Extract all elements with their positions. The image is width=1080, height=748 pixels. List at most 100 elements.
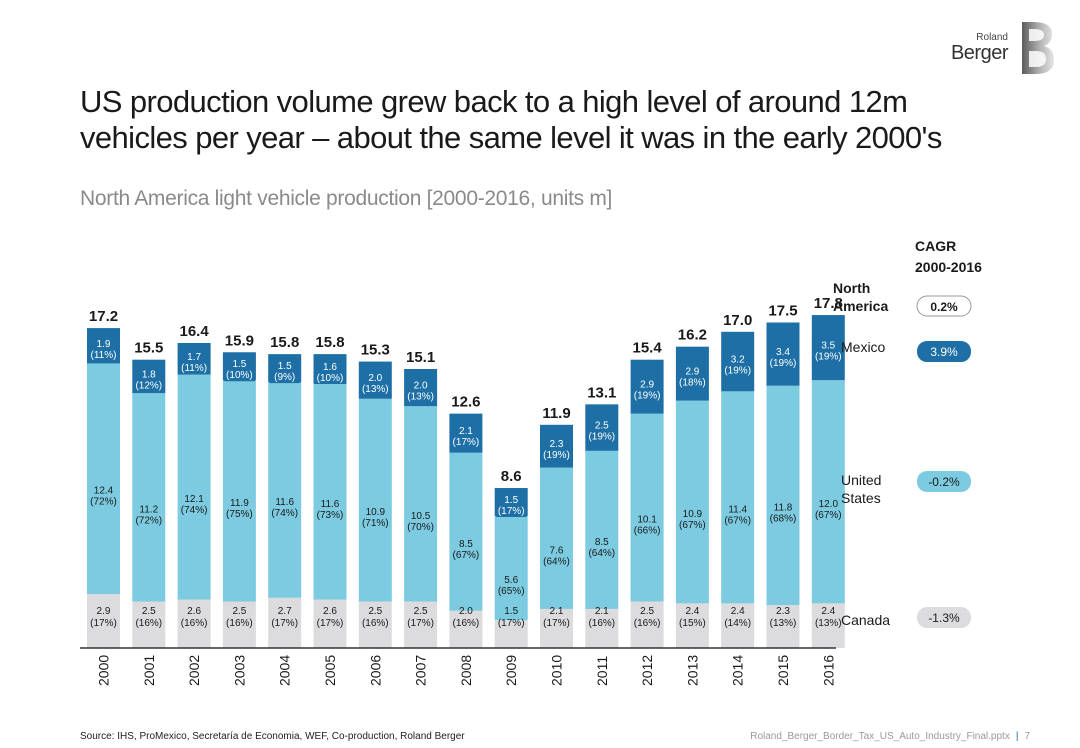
canada-share-2014: (14%) <box>724 618 751 629</box>
bar-canada-2013 <box>675 603 709 648</box>
mexico-2010-share: (19%) <box>543 450 570 461</box>
bar-canada-2014 <box>721 603 755 648</box>
mexico-2016-share: (19%) <box>815 352 842 363</box>
bar-us-2010 <box>540 467 573 609</box>
roland-berger-logo: Roland Berger <box>951 20 1058 76</box>
total-2000: 17.2 <box>89 308 118 325</box>
us-2002-share: (74%) <box>181 505 208 516</box>
cagr-value-us: -0.2% <box>928 475 960 489</box>
us-2004-share: (74%) <box>271 508 298 519</box>
total-2010: 11.9 <box>542 405 570 422</box>
mexico-2010-value: 2.3 <box>550 439 564 450</box>
us-2007-share: (70%) <box>407 522 434 533</box>
bar-us-2008 <box>449 452 483 611</box>
legend-label-canada: Canada <box>841 612 890 628</box>
us-2015-label-bg <box>767 499 799 525</box>
stacked-bar-chart: 2.9(17%)12.4(72%)1.9(11%)17.220002.5(16%… <box>80 238 982 686</box>
us-2014-value: 11.4 <box>728 504 747 515</box>
canada-value-2016: 2.4 <box>821 606 835 617</box>
bar-us-2003 <box>222 380 256 602</box>
us-2015-value: 11.8 <box>774 502 793 513</box>
mexico-2003-label-bg <box>223 356 256 382</box>
mexico-2008-label-bg <box>449 423 482 449</box>
us-2012-share: (66%) <box>634 526 661 537</box>
bar-canada-2003 <box>222 601 256 648</box>
canada-share-2000: (17%) <box>90 618 117 629</box>
canada-value-2001: 2.5 <box>142 606 156 617</box>
cagr-title-line2: 2000-2016 <box>915 259 982 275</box>
bar-canada-2008 <box>449 610 483 648</box>
total-2009: 8.6 <box>501 468 522 485</box>
canada-value-2006: 2.5 <box>368 606 382 617</box>
mexico-2013-label-bg <box>676 363 709 389</box>
logo-text-roland: Roland <box>976 32 1008 43</box>
canada-value-2007: 2.5 <box>414 606 428 617</box>
cagr-badge-canada <box>917 607 971 628</box>
canada-value-2014: 2.4 <box>731 606 745 617</box>
x-tick-2011: 2011 <box>594 656 610 686</box>
bar-canada-2004 <box>268 597 302 648</box>
canada-share-2003: (16%) <box>226 618 253 629</box>
us-2016-share: (67%) <box>815 510 842 521</box>
canada-share-2008: (16%) <box>453 618 480 629</box>
mexico-2000-share: (11%) <box>91 350 117 361</box>
total-2007: 15.1 <box>406 349 435 366</box>
title-line-2: vehicles per year – about the same level… <box>80 120 942 155</box>
total-2011: 13.1 <box>587 384 616 401</box>
us-2006-share: (71%) <box>362 518 389 529</box>
x-tick-2000: 2000 <box>96 655 112 686</box>
x-tick-2002: 2002 <box>186 655 202 686</box>
canada-value-2002: 2.6 <box>187 606 201 617</box>
us-2010-share: (64%) <box>543 556 570 567</box>
mexico-2014-share: (19%) <box>724 366 751 377</box>
mexico-2004-share: (9%) <box>274 372 295 383</box>
us-2000-share: (72%) <box>90 497 117 508</box>
x-tick-2007: 2007 <box>413 655 429 686</box>
bar-canada-2011 <box>585 608 619 648</box>
canada-share-2013: (15%) <box>679 618 706 629</box>
mexico-2005-label-bg <box>314 359 346 384</box>
canada-value-2013: 2.4 <box>685 606 699 617</box>
cagr-badge-north-america <box>916 295 972 317</box>
x-tick-2006: 2006 <box>367 655 383 686</box>
mexico-2012-label-bg <box>631 376 664 402</box>
mexico-2002-share: (11%) <box>181 363 207 374</box>
total-2015: 17.5 <box>768 303 797 320</box>
bar-us-2016 <box>811 380 845 604</box>
us-2005-label-bg <box>314 495 346 521</box>
us-2001-label-bg <box>132 501 165 527</box>
logo-text-berger: Berger <box>950 42 1009 64</box>
canada-share-2002: (16%) <box>181 618 208 629</box>
canada-value-2010: 2.1 <box>550 606 564 617</box>
bar-us-2000 <box>87 363 120 595</box>
bar-us-2011 <box>585 450 619 609</box>
x-tick-2012: 2012 <box>639 655 655 686</box>
bar-us-2004 <box>268 382 302 598</box>
canada-value-2003: 2.5 <box>232 606 246 617</box>
cagr-badge-us <box>917 471 971 492</box>
chart-subtitle: North America light vehicle production [… <box>80 187 613 210</box>
mexico-2014-value: 3.2 <box>731 355 745 366</box>
x-tick-2013: 2013 <box>684 655 700 686</box>
mexico-2008-share: (17%) <box>453 437 480 448</box>
mexico-2009-label-bg <box>495 491 528 517</box>
bar-us-2005 <box>313 383 347 600</box>
chart-legend: CAGR 2000-2016 North America 0.2% Mexico… <box>833 238 982 628</box>
x-tick-2015: 2015 <box>775 655 791 686</box>
x-tick-2016: 2016 <box>820 655 836 686</box>
us-2002-label-bg <box>178 491 211 517</box>
mexico-2015-share: (19%) <box>770 358 797 369</box>
canada-value-2000: 2.9 <box>97 606 111 617</box>
footer-separator: | <box>1015 731 1019 742</box>
canada-share-2012: (16%) <box>634 618 661 629</box>
us-2008-value: 8.5 <box>459 539 473 550</box>
total-2002: 16.4 <box>179 323 209 340</box>
mexico-2007-value: 2.0 <box>414 381 428 392</box>
canada-value-2005: 2.6 <box>323 606 337 617</box>
us-2005-share: (73%) <box>317 510 344 521</box>
us-2013-value: 10.9 <box>683 509 703 520</box>
bar-canada-2016 <box>811 603 845 648</box>
x-tick-2004: 2004 <box>277 655 293 686</box>
mexico-2003-value: 1.5 <box>232 359 246 370</box>
total-2006: 15.3 <box>361 342 390 359</box>
